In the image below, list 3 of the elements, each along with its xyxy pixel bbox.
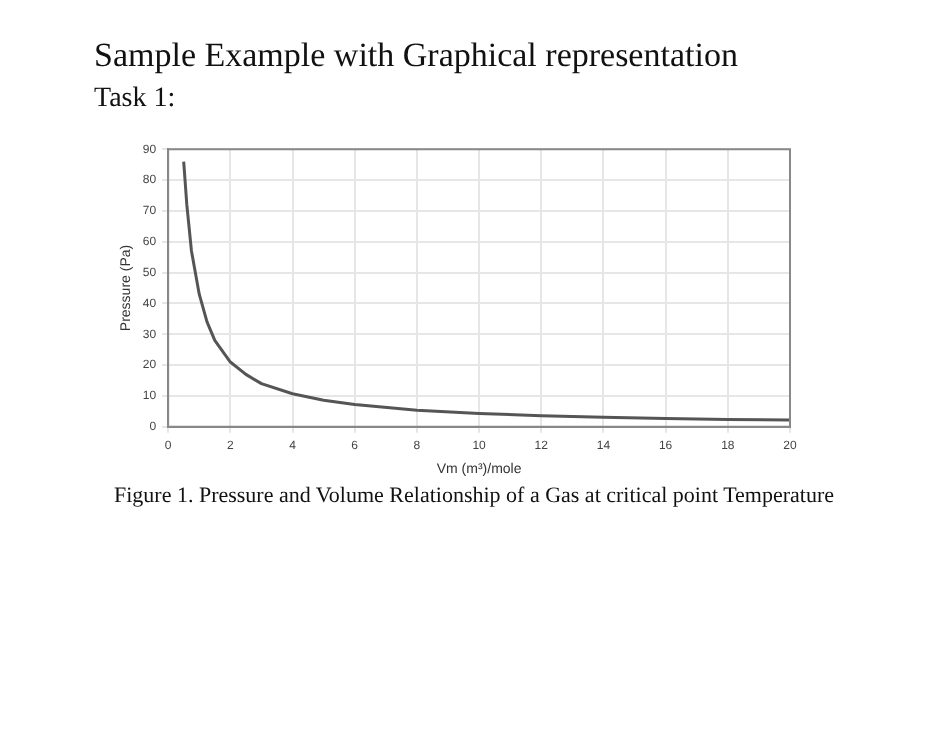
caption: Figure 1. Pressure and Volume Relationship of a Gas at critical point Temperature: [111, 484, 836, 508]
chart-subtitle: Task 1:: [94, 84, 176, 116]
chart-title: Sample Example with Graphical representation: [94, 36, 738, 76]
